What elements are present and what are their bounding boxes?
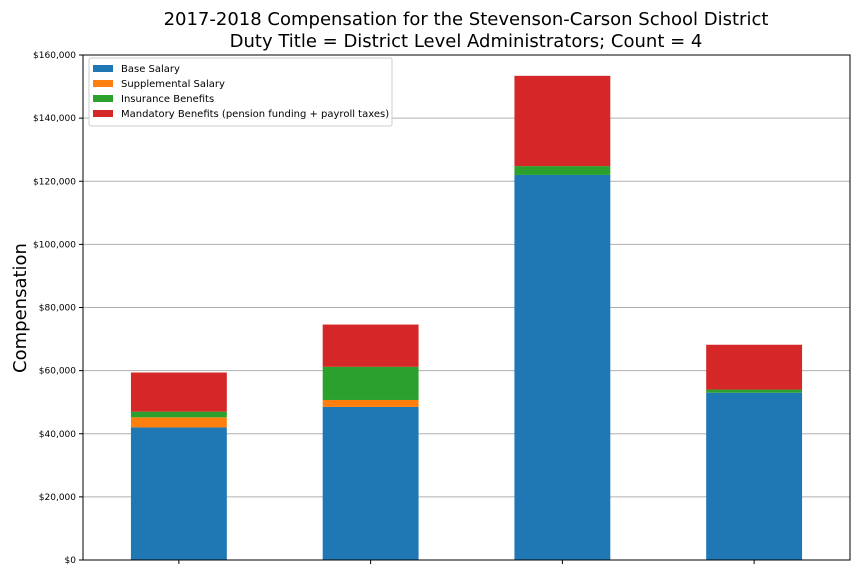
legend-swatch — [93, 95, 113, 102]
bar-segment — [514, 174, 611, 560]
legend-swatch — [93, 110, 113, 117]
y-tick-label: $80,000 — [39, 304, 76, 314]
bars-group — [130, 75, 803, 560]
bar-segment — [130, 427, 227, 560]
chart-subtitle: Duty Title = District Level Administrato… — [230, 31, 703, 52]
legend-label: Base Salary — [121, 64, 180, 75]
bar-segment — [322, 406, 419, 560]
bar-segment — [514, 166, 611, 175]
y-tick-label: $40,000 — [39, 430, 76, 440]
bar-segment — [706, 344, 803, 390]
y-tick-label: $120,000 — [33, 177, 76, 187]
bar-segment — [706, 389, 803, 393]
bar-segment — [130, 417, 227, 428]
bar-segment — [322, 366, 419, 400]
plot-frame — [82, 54, 851, 561]
y-tick-label: $140,000 — [33, 114, 76, 124]
bar-segment — [130, 411, 227, 418]
y-tick-label: $160,000 — [33, 51, 76, 61]
legend: Base Salary Supplemental Salary Insurance … — [88, 57, 393, 127]
bar-segment — [322, 324, 419, 367]
bar-segment — [130, 372, 227, 412]
legend-label: Supplemental Salary — [121, 79, 225, 90]
bar-segment — [706, 392, 803, 560]
y-axis-label: Compensation — [10, 243, 31, 373]
chart-title: 2017-2018 Compensation for the Stevenson… — [164, 9, 769, 30]
bar-segment — [514, 75, 611, 167]
legend-swatch — [93, 80, 113, 87]
legend-box — [88, 57, 393, 127]
axes: $0 $20,000 $40,000 $60,000 $80,000 $100,000 $1… — [33, 51, 851, 566]
y-tick-label: $60,000 — [39, 367, 76, 377]
legend-swatch — [93, 65, 113, 72]
y-tick-label: $100,000 — [33, 240, 76, 250]
legend-label: Insurance Benefits — [121, 94, 214, 105]
bar-segment — [322, 399, 419, 407]
legend-label: Mandatory Benefits (pension funding + pa… — [121, 109, 389, 120]
y-tick-label: $0 — [65, 556, 77, 566]
y-tick-label: $20,000 — [39, 493, 76, 503]
